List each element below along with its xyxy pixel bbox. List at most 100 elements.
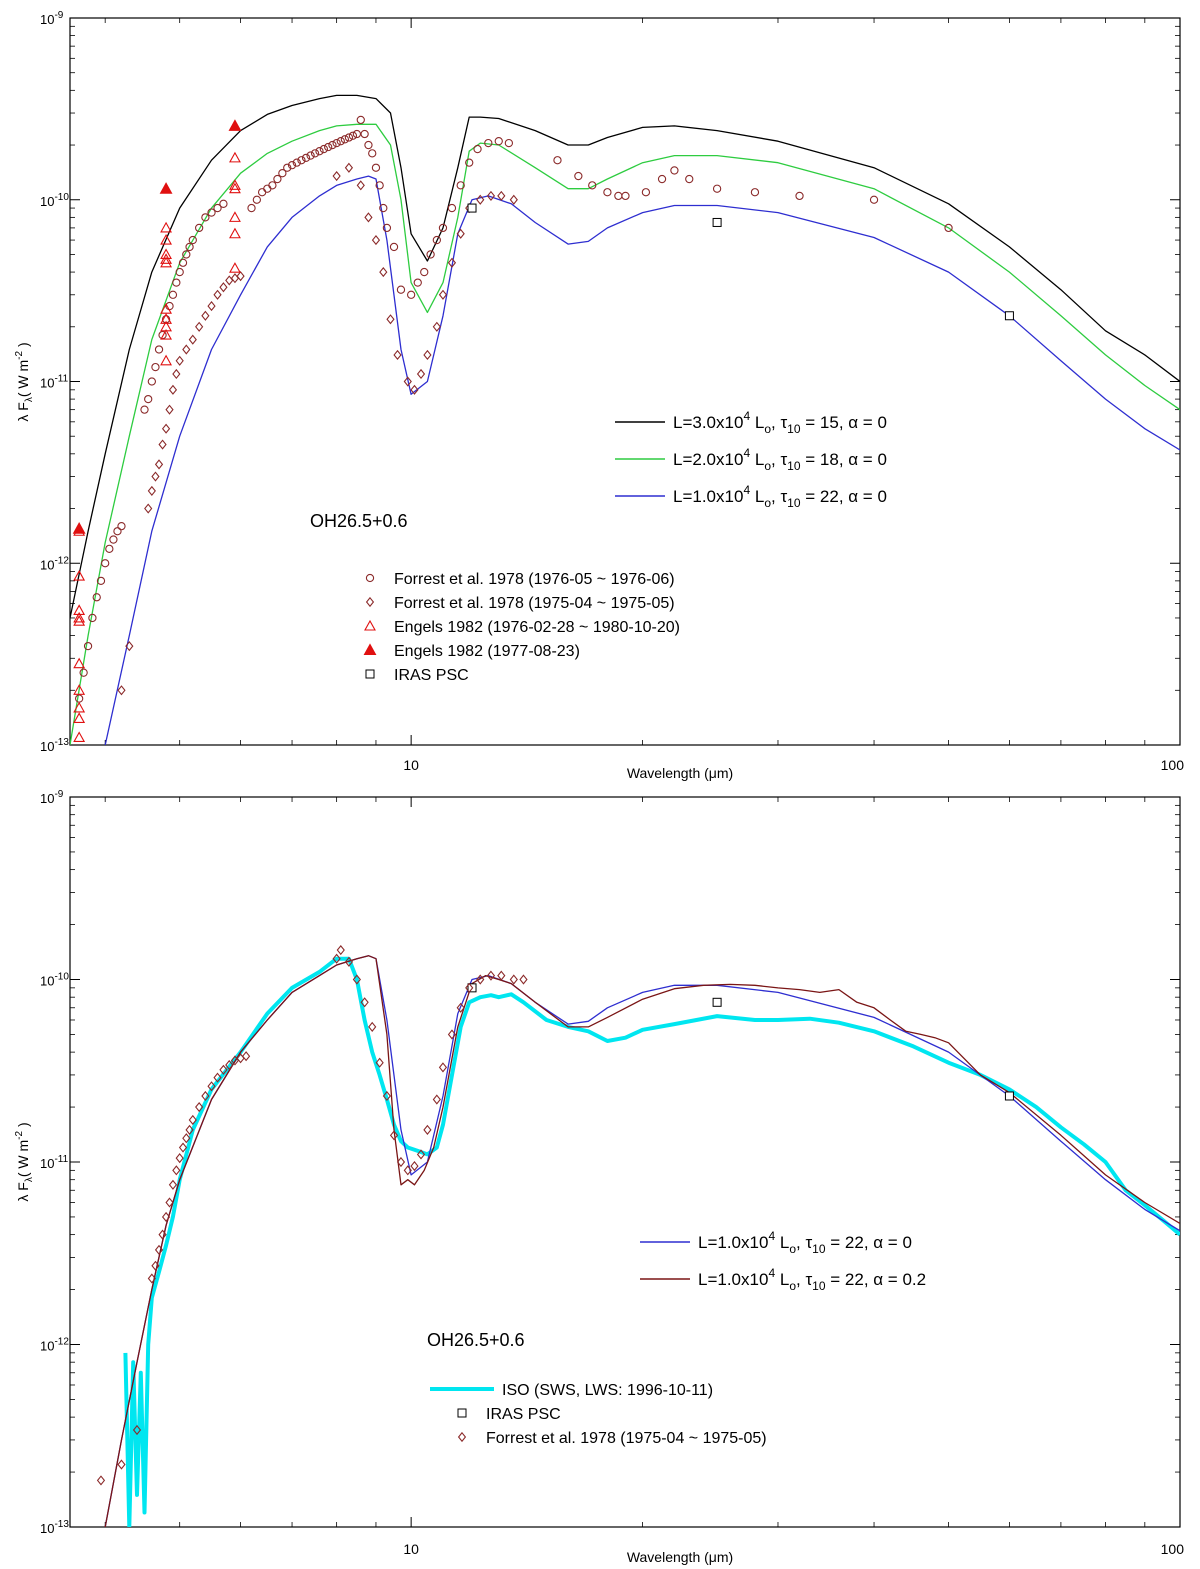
series-5-point <box>144 503 153 514</box>
series-4-point <box>101 559 110 568</box>
series-1-line <box>70 94 1180 619</box>
series-4-point <box>92 593 101 602</box>
series-5-point <box>438 1062 448 1073</box>
legend-entry-label: L=1.0x104 Lo, τ10 = 22, α = 0 <box>673 483 887 510</box>
series-3-line <box>123 956 1180 1527</box>
series-5-point <box>382 1090 392 1102</box>
series-6-point <box>73 604 86 615</box>
series-4-point <box>247 203 256 213</box>
series-5-point <box>519 974 528 985</box>
series-6-point <box>73 731 86 743</box>
series-6-point <box>73 615 86 626</box>
series-5-point <box>336 944 345 956</box>
series-5-point <box>188 1114 197 1126</box>
series-5-point <box>158 439 167 450</box>
series-5-point <box>364 212 373 223</box>
series-6-point <box>73 657 86 669</box>
y-axis-label: λ Fλ( W m-2 ) <box>14 1122 35 1201</box>
series-4-point <box>301 153 311 163</box>
series-4-point <box>795 191 804 201</box>
series-4-point <box>588 181 597 190</box>
series-4-point <box>105 544 114 554</box>
series-4-point <box>447 203 457 213</box>
series-4-point <box>389 242 399 252</box>
series-4-point <box>1004 1091 1014 1101</box>
series-5-point <box>182 344 191 355</box>
legend-marker-label: Forrest et al. 1978 (1975-04 ~ 1975-05) <box>486 1430 767 1447</box>
legend-marker-swatch <box>365 596 375 608</box>
series-4-point <box>315 147 324 156</box>
series-4-point <box>712 184 722 193</box>
series-5-point <box>332 170 341 182</box>
legend-marker-swatch <box>457 1431 467 1443</box>
series-5-point <box>423 349 432 361</box>
series-4-point <box>172 278 181 287</box>
object-label: OH26.5+0.6 <box>310 511 408 531</box>
series-4-point <box>484 138 493 148</box>
series-6-point <box>160 253 172 264</box>
series-4-point <box>175 267 184 277</box>
series-5-point <box>96 1475 106 1486</box>
series-8-point <box>712 217 722 227</box>
series-6-point <box>229 151 241 163</box>
series-5-point <box>410 1160 419 1172</box>
series-5-point <box>241 1051 251 1062</box>
series-5-point <box>432 321 441 332</box>
series-5-point <box>147 485 156 496</box>
series-4-point <box>287 161 297 170</box>
series-4-point <box>432 235 441 245</box>
series-6-point <box>160 233 172 245</box>
series-4-point <box>96 576 106 586</box>
series-6-point <box>73 684 86 695</box>
plot-frame <box>69 796 1181 1528</box>
series-6-point <box>160 354 172 366</box>
series-4-point <box>420 267 429 277</box>
series-5-point <box>201 310 210 321</box>
series-4-point <box>641 188 651 197</box>
series-5-point <box>389 1130 399 1141</box>
series-5-point <box>476 974 485 985</box>
series-6-point <box>73 611 86 623</box>
series-4-point <box>944 223 953 233</box>
series-4-point <box>426 250 435 259</box>
series-5-point <box>393 349 402 361</box>
y-axis-label: λ Fλ( W m-2 ) <box>14 342 35 421</box>
series-6-point <box>229 262 241 273</box>
series-4-point <box>324 142 333 152</box>
y-tick-label: 10-10 <box>40 192 69 209</box>
y-tick-label: 10-11 <box>40 1154 69 1171</box>
series-4-point <box>117 522 126 531</box>
series-5-point <box>497 970 506 981</box>
series-2-line <box>104 955 1180 1527</box>
series-4-point <box>364 140 373 150</box>
series-4-point <box>621 191 630 201</box>
x-axis-label: Wavelength (μm) <box>627 1549 733 1565</box>
series-6-point <box>73 569 86 581</box>
x-tick-label: 10 <box>403 757 419 773</box>
series-4-point <box>83 641 93 651</box>
series-8-point <box>467 203 477 213</box>
series-4-point <box>371 163 381 172</box>
series-5-point <box>416 1149 426 1160</box>
series-4-point <box>379 203 388 213</box>
series-5-point <box>497 190 506 201</box>
legend-marker-label: Forrest et al. 1978 (1975-04 ~ 1975-05) <box>394 595 675 612</box>
series-5-point <box>151 1260 160 1271</box>
series-4-point <box>368 149 377 158</box>
series-5-point <box>509 974 518 985</box>
series-4-point <box>151 362 160 372</box>
series-5-point <box>207 1081 216 1092</box>
series-4-point <box>319 144 329 154</box>
series-4-point <box>382 223 392 233</box>
plot-area <box>96 944 1180 1527</box>
series-4-point <box>213 203 222 213</box>
legend-marker-label: Engels 1982 (1977-08-23) <box>394 643 580 660</box>
series-8-markers <box>467 203 1014 321</box>
series-5-point <box>125 641 134 652</box>
x-axis-label: Wavelength (μm) <box>627 765 733 781</box>
legend-marker-swatch <box>457 1408 467 1418</box>
series-5-point <box>117 685 126 696</box>
series-5-point <box>368 1021 377 1032</box>
panel-2: 10-9 10-10 10-11 10-12 10-13 10 100 Wavelength … <box>14 789 1184 1565</box>
series-5-point <box>195 1101 204 1113</box>
